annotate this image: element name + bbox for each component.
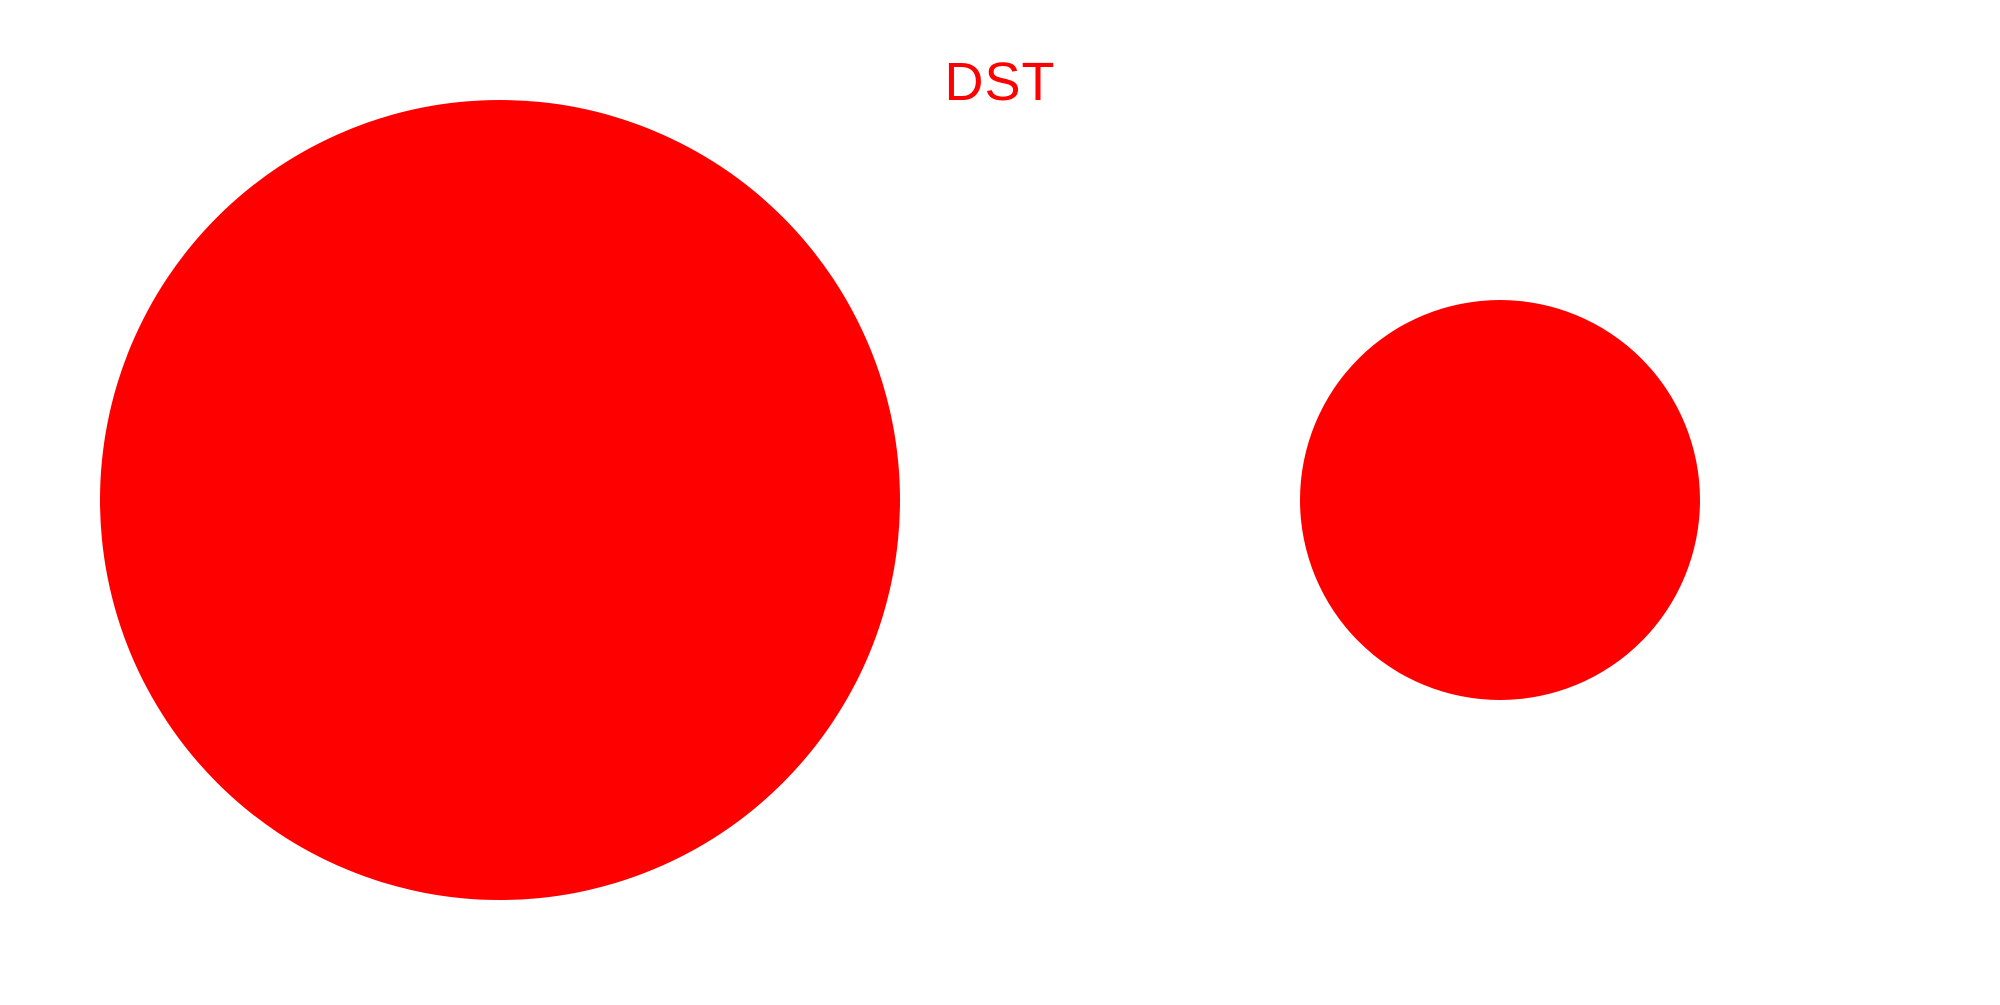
- small-red-circle: [1300, 300, 1700, 700]
- large-red-circle: [100, 100, 900, 900]
- page-title: DST: [944, 52, 1056, 112]
